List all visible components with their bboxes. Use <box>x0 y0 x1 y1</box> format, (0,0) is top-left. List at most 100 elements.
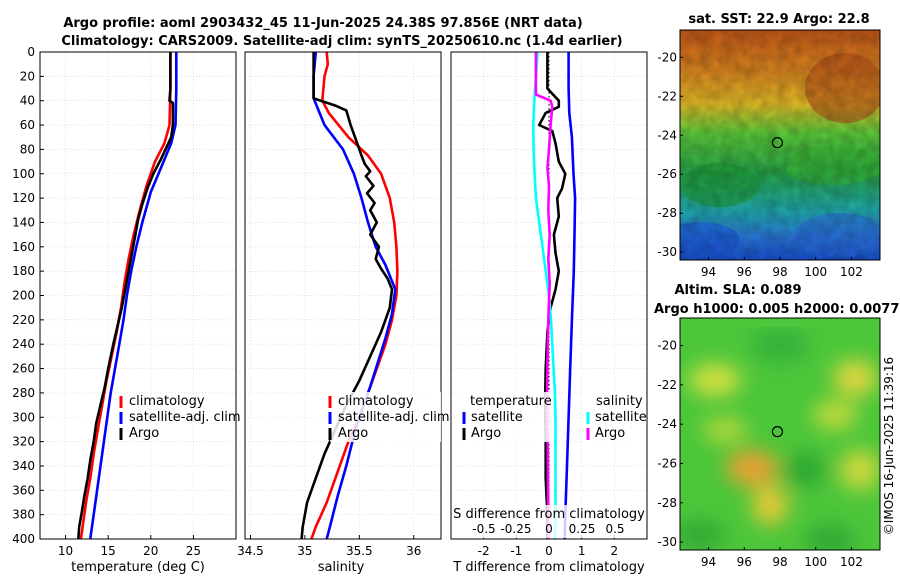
legend-satellite-label: satellite-adj. clim <box>129 410 241 425</box>
map-lon-tick-label: 94 <box>701 265 716 279</box>
map-lon-tick-label: 94 <box>701 555 716 569</box>
sst-map-axes: 94 96 98 100 102 -20 -22 -24 -26 -28 -30 <box>657 50 862 279</box>
depth-tick-label: 200 <box>12 289 35 303</box>
depth-tick-label: 40 <box>20 94 35 108</box>
x-tick-label: 25 <box>186 544 201 558</box>
difference-temperature-legend: temperature satellite Argo <box>455 392 553 442</box>
depth-tick-label: 340 <box>12 459 35 473</box>
map-lat-tick-label: -22 <box>657 89 677 103</box>
map-lat-tick-label: -24 <box>657 128 677 142</box>
legend-temperature-title: temperature <box>470 394 552 409</box>
series-line-satellite-adj-clim <box>89 52 178 539</box>
salinity-x-ticks: 34.5 35 35.5 36 <box>237 535 421 558</box>
difference-xlabel: T difference from climatology <box>452 560 645 575</box>
map-lat-tick-label: -20 <box>657 339 677 353</box>
temperature-panel: 0 20 40 60 80 100 120 140 160 180 200 220 240 260 280 3… <box>12 45 241 575</box>
x-tick-label: 0 <box>545 544 553 558</box>
temperature-x-ticks: 10 15 20 25 <box>58 535 201 558</box>
depth-tick-label: 140 <box>12 215 35 229</box>
map-lon-tick-label: 102 <box>840 265 863 279</box>
sla-map-axes: 94 96 98 100 102 -20 -22 -24 -26 -28 -30 <box>657 339 862 569</box>
legend-s-satellite-label: satellite <box>595 410 647 425</box>
salinity-panel: 34.5 35 35.5 36 salinity climatology satell… <box>237 51 450 575</box>
s-tick-025: 0.25 <box>569 522 596 536</box>
x-tick-label: -2 <box>478 544 490 558</box>
legend-climatology-label: climatology <box>129 394 205 409</box>
legend-t-argo-label: Argo <box>471 426 501 441</box>
map-lon-tick-label: 96 <box>737 555 752 569</box>
series-line-argo <box>77 52 175 539</box>
depth-tick-label: 360 <box>12 483 35 497</box>
sla-map: Altim. SLA: 0.089 Argo h1000: 0.005 h200… <box>654 283 899 569</box>
map-lat-tick-label: -30 <box>657 245 677 259</box>
figure-title-line1: Argo profile: aoml 2903432_45 11-Jun-202… <box>63 16 582 31</box>
salinity-legend: climatology satellite-adj. clim Argo <box>328 392 450 442</box>
map-lat-tick-label: -24 <box>657 417 677 431</box>
temperature-xlabel: temperature (deg C) <box>71 560 205 575</box>
s-tick-0: 0 <box>545 522 553 536</box>
map-lat-tick-label: -20 <box>657 50 677 64</box>
depth-tick-label: 300 <box>12 410 35 424</box>
map-lat-tick-label: -28 <box>657 206 677 220</box>
depth-tick-label: 260 <box>12 362 35 376</box>
depth-tick-label: 100 <box>12 167 35 181</box>
map-lon-tick-label: 98 <box>772 555 787 569</box>
legend-satellite-label: satellite-adj. clim <box>338 410 450 425</box>
depth-tick-label: 220 <box>12 313 35 327</box>
x-tick-label: 20 <box>143 544 158 558</box>
copyright-label: ©IMOS 16-Jun-2025 11:39:16 <box>882 357 896 535</box>
map-lat-tick-label: -28 <box>657 496 677 510</box>
depth-tick-label: 60 <box>20 118 35 132</box>
x-tick-label: 10 <box>58 544 73 558</box>
depth-tick-label: 400 <box>12 532 35 546</box>
s-tick-05: 0.5 <box>605 522 624 536</box>
depth-tick-label: 0 <box>27 45 35 59</box>
series-line-satellite-adj-clim <box>312 52 397 539</box>
depth-tick-label: 240 <box>12 337 35 351</box>
temperature-legend: climatology satellite-adj. clim Argo <box>119 394 241 441</box>
legend-climatology-label: climatology <box>338 394 414 409</box>
map-lon-tick-label: 102 <box>840 555 863 569</box>
salinity-axes-frame <box>245 52 441 539</box>
salinity-diff-scale: S difference from climatology -0.5 -0.25… <box>452 505 646 538</box>
legend-t-satellite-label: satellite <box>471 410 523 425</box>
difference-panel: -2 -1 0 1 2 S difference from climatology -0… <box>450 51 648 575</box>
temperature-lines <box>77 52 178 539</box>
depth-tick-label: 20 <box>20 69 35 83</box>
map-lon-tick-label: 100 <box>804 265 827 279</box>
salinity-xlabel: salinity <box>318 560 365 575</box>
temperature-grid <box>40 51 236 540</box>
sst-map-title: sat. SST: 22.9 Argo: 22.8 <box>688 12 869 27</box>
depth-tick-label: 120 <box>12 191 35 205</box>
s-difference-label: S difference from climatology <box>453 507 645 522</box>
legend-argo-label: Argo <box>129 426 159 441</box>
x-tick-label: 2 <box>611 544 619 558</box>
temperature-depth-ticks: 0 20 40 60 80 100 120 140 160 180 200 220 240 260 280 3… <box>12 45 44 546</box>
map-lat-tick-label: -30 <box>657 535 677 549</box>
legend-argo-label: Argo <box>338 426 368 441</box>
legend-salinity-title: salinity <box>596 394 643 409</box>
s-tick-neg05: -0.5 <box>472 522 495 536</box>
x-tick-label: 1 <box>578 544 586 558</box>
depth-tick-label: 160 <box>12 240 35 254</box>
sla-map-subtitle: Argo h1000: 0.005 h2000: 0.0077 <box>654 302 899 317</box>
x-tick-label: -1 <box>510 544 522 558</box>
x-tick-label: 15 <box>101 544 116 558</box>
depth-tick-label: 320 <box>12 435 35 449</box>
figure-title-line2: Climatology: CARS2009. Satellite-adj cli… <box>61 34 622 49</box>
s-tick-neg025: -0.25 <box>500 522 531 536</box>
difference-salinity-legend: salinity satellite Argo <box>583 392 647 442</box>
map-lon-tick-label: 100 <box>804 555 827 569</box>
sla-map-title: Altim. SLA: 0.089 <box>675 283 802 298</box>
salinity-grid <box>245 51 441 540</box>
map-lat-tick-label: -26 <box>657 456 677 470</box>
x-tick-label: 35 <box>297 544 312 558</box>
depth-tick-label: 180 <box>12 264 35 278</box>
legend-s-argo-label: Argo <box>595 426 625 441</box>
map-lat-tick-label: -26 <box>657 167 677 181</box>
x-tick-label: 36 <box>406 544 421 558</box>
x-tick-label: 35.5 <box>346 544 373 558</box>
x-tick-label: 34.5 <box>237 544 264 558</box>
map-lat-tick-label: -22 <box>657 378 677 392</box>
